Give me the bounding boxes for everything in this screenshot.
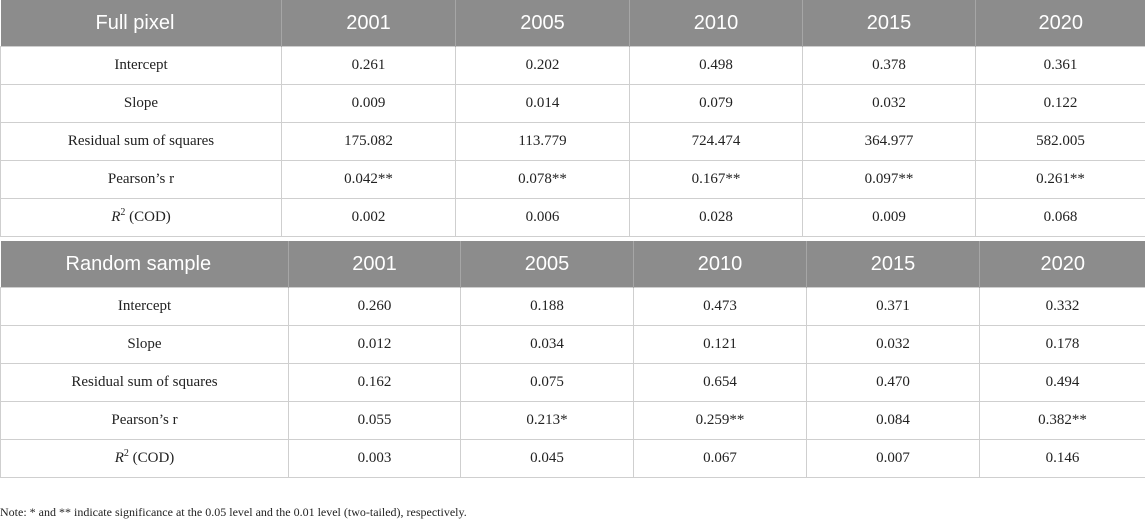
table-cell: 0.009 <box>281 84 456 123</box>
row-label: Intercept <box>0 287 289 326</box>
table-footnote: Note: * and ** indicate significance at … <box>0 505 467 519</box>
table-row: Residual sum of squares 0.162 0.075 0.65… <box>0 363 1145 402</box>
row-label-suffix: (COD) <box>125 209 171 225</box>
table-cell: 175.082 <box>281 122 456 161</box>
table-cell: 0.045 <box>460 439 634 478</box>
header-cell-2020: 2020 <box>979 241 1145 288</box>
table-row: Pearson’s r 0.042** 0.078** 0.167** 0.09… <box>0 160 1145 199</box>
table-cell: 113.779 <box>455 122 630 161</box>
table-row: Slope 0.009 0.014 0.079 0.032 0.122 <box>0 84 1145 123</box>
table-cell: 724.474 <box>629 122 803 161</box>
header-cell-2010: 2010 <box>629 0 803 47</box>
table-row: Residual sum of squares 175.082 113.779 … <box>0 122 1145 161</box>
table-cell: 0.097** <box>802 160 976 199</box>
table-cell: 0.075 <box>460 363 634 402</box>
table-cell: 0.371 <box>806 287 980 326</box>
row-label: Pearson’s r <box>0 160 282 199</box>
header-cell-2005: 2005 <box>460 241 634 288</box>
table-cell: 0.042** <box>281 160 456 199</box>
table-cell: 0.361 <box>975 46 1145 85</box>
row-label: Intercept <box>0 46 282 85</box>
header-cell-label: Random sample <box>0 241 289 288</box>
table-cell: 0.261** <box>975 160 1145 199</box>
table-cell: 0.032 <box>802 84 976 123</box>
row-label: R2 (COD) <box>0 439 289 478</box>
table-row: Intercept 0.261 0.202 0.498 0.378 0.361 <box>0 46 1145 85</box>
table-cell: 0.332 <box>979 287 1145 326</box>
table-cell: 0.260 <box>288 287 461 326</box>
table-cell: 0.178 <box>979 325 1145 364</box>
table-cell: 0.654 <box>633 363 807 402</box>
r-squared-symbol: R <box>114 450 124 466</box>
table-cell: 0.188 <box>460 287 634 326</box>
row-label: Pearson’s r <box>0 401 289 440</box>
header-cell-label: Full pixel <box>0 0 282 47</box>
row-label-suffix: (COD) <box>128 450 175 466</box>
table-cell: 0.122 <box>975 84 1145 123</box>
table-row: R2 (COD) 0.002 0.006 0.028 0.009 0.068 <box>0 198 1145 237</box>
r-squared-exponent: 2 <box>123 448 129 459</box>
table-cell: 364.977 <box>802 122 976 161</box>
table-cell: 0.034 <box>460 325 634 364</box>
table-cell: 0.003 <box>288 439 461 478</box>
table-cell: 0.002 <box>281 198 456 237</box>
full-pixel-table: Full pixel 2001 2005 2010 2015 2020 Inte… <box>0 0 1145 237</box>
table-cell: 0.261 <box>281 46 456 85</box>
table-row: Intercept 0.260 0.188 0.473 0.371 0.332 <box>0 287 1145 326</box>
table-cell: 0.470 <box>806 363 980 402</box>
header-cell-2001: 2001 <box>281 0 456 47</box>
table-cell: 0.055 <box>288 401 461 440</box>
table-cell: 0.084 <box>806 401 980 440</box>
table-cell: 0.032 <box>806 325 980 364</box>
table-cell: 0.146 <box>979 439 1145 478</box>
header-cell-2020: 2020 <box>975 0 1145 47</box>
row-label: Slope <box>0 84 282 123</box>
header-cell-2005: 2005 <box>455 0 630 47</box>
table-cell: 0.028 <box>629 198 803 237</box>
table-cell: 0.067 <box>633 439 807 478</box>
table-cell: 0.213* <box>460 401 634 440</box>
header-cell-2015: 2015 <box>806 241 980 288</box>
table-cell: 0.006 <box>455 198 630 237</box>
table-cell: 0.068 <box>975 198 1145 237</box>
table-cell: 0.378 <box>802 46 976 85</box>
table-cell: 0.167** <box>629 160 803 199</box>
table-cell: 0.121 <box>633 325 807 364</box>
row-label: Residual sum of squares <box>0 122 282 161</box>
table-cell: 0.259** <box>633 401 807 440</box>
table-cell: 0.009 <box>802 198 976 237</box>
row-label: Slope <box>0 325 289 364</box>
table-cell: 0.498 <box>629 46 803 85</box>
row-label: R2 (COD) <box>0 198 282 237</box>
table-row: Pearson’s r 0.055 0.213* 0.259** 0.084 0… <box>0 401 1145 440</box>
table-cell: 0.202 <box>455 46 630 85</box>
table-cell: 0.494 <box>979 363 1145 402</box>
table-cell: 0.162 <box>288 363 461 402</box>
table-header-row: Random sample 2001 2005 2010 2015 2020 <box>0 241 1145 288</box>
header-cell-2001: 2001 <box>288 241 461 288</box>
table-cell: 0.012 <box>288 325 461 364</box>
table-cell: 0.078** <box>455 160 630 199</box>
row-label: Residual sum of squares <box>0 363 289 402</box>
r-squared-symbol: R <box>111 209 121 225</box>
table-header-row: Full pixel 2001 2005 2010 2015 2020 <box>0 0 1145 47</box>
header-cell-2015: 2015 <box>802 0 976 47</box>
table-cell: 0.014 <box>455 84 630 123</box>
table-cell: 0.007 <box>806 439 980 478</box>
table-cell: 0.382** <box>979 401 1145 440</box>
table-row: R2 (COD) 0.003 0.045 0.067 0.007 0.146 <box>0 439 1145 478</box>
header-cell-2010: 2010 <box>633 241 807 288</box>
table-cell: 582.005 <box>975 122 1145 161</box>
table-row: Slope 0.012 0.034 0.121 0.032 0.178 <box>0 325 1145 364</box>
random-sample-table: Random sample 2001 2005 2010 2015 2020 I… <box>0 241 1145 478</box>
r-squared-exponent: 2 <box>120 207 126 218</box>
table-cell: 0.473 <box>633 287 807 326</box>
table-cell: 0.079 <box>629 84 803 123</box>
